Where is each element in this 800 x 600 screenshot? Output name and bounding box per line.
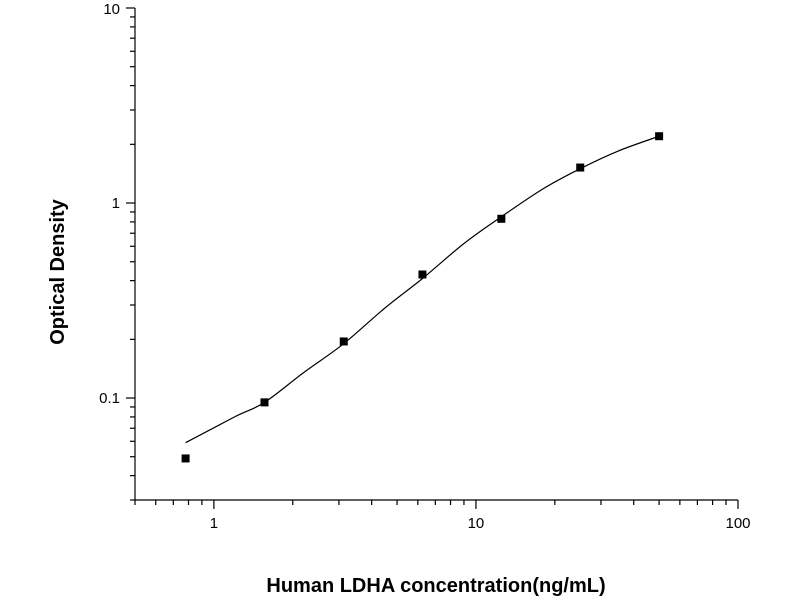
y-axis-title: Optical Density <box>47 198 69 344</box>
y-tick-label: 10 <box>103 1 120 18</box>
data-points <box>181 132 664 463</box>
y-tick-label: 1 <box>112 195 120 212</box>
x-tick-label: 1 <box>210 515 218 532</box>
axes <box>134 8 738 501</box>
data-point <box>260 398 269 407</box>
data-point <box>576 163 585 172</box>
y-tick-label: 0.1 <box>99 390 120 407</box>
data-point <box>339 337 348 346</box>
data-point <box>418 270 427 279</box>
x-tick-label: 100 <box>725 515 750 532</box>
data-point <box>655 132 664 141</box>
x-axis-title: Human LDHA concentration(ng/mL) <box>266 575 605 597</box>
data-point <box>181 454 190 463</box>
data-point <box>497 214 506 223</box>
ticks: 1 10 100 0.1 1 10 <box>99 1 750 532</box>
fit-curve <box>185 135 660 444</box>
x-tick-label: 10 <box>468 515 485 532</box>
